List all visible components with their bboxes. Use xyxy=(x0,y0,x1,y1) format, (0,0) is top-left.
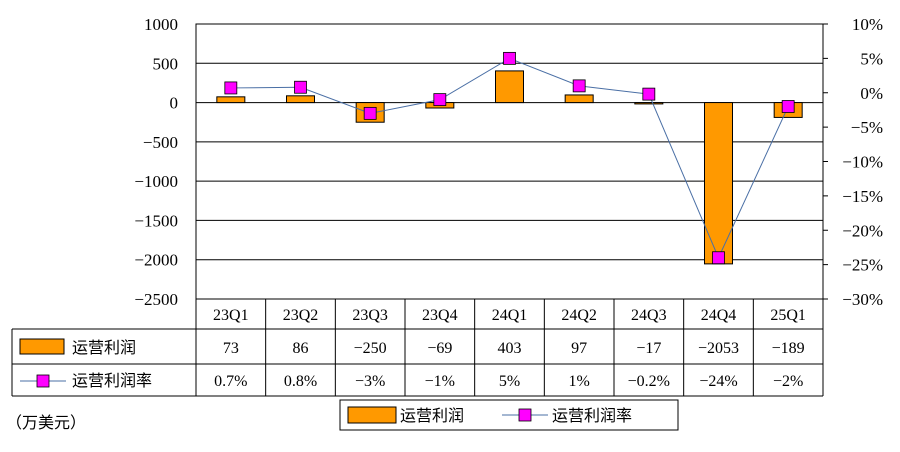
unit-note: （万美元） xyxy=(6,413,86,432)
y-left-tick-label: 500 xyxy=(153,54,179,73)
rate-value-label: 1% xyxy=(569,373,590,390)
line-marker xyxy=(642,87,656,101)
line-marker xyxy=(294,80,307,94)
legend-label: 运营利润 xyxy=(400,406,464,425)
category-label: 25Q1 xyxy=(770,307,806,324)
line-marker xyxy=(781,100,795,113)
bar-value-label: −17 xyxy=(636,340,661,357)
y-right-tick-label: −25% xyxy=(842,256,883,275)
line-marker xyxy=(363,106,377,120)
y-right-tick-label: −10% xyxy=(842,153,883,172)
line-marker xyxy=(503,51,516,65)
y-left-tick-label: −1000 xyxy=(134,172,178,191)
category-label: 24Q2 xyxy=(561,307,597,324)
y-left-tick-label: −2000 xyxy=(134,251,178,270)
y-left-tick-label: 0 xyxy=(170,94,179,113)
legend-label: 运营利润率 xyxy=(552,406,632,425)
rate-value-label: 0.8% xyxy=(284,373,317,390)
bar-value-label: 86 xyxy=(293,340,309,357)
y-left-tick-label: −500 xyxy=(143,133,178,152)
legend-key-bar xyxy=(347,406,397,424)
rate-value-label: −0.2% xyxy=(628,373,670,390)
line-marker xyxy=(572,79,586,93)
y-right-tick-label: −30% xyxy=(842,290,883,309)
y-right-tick-label: 0% xyxy=(860,84,883,103)
bar xyxy=(216,96,246,104)
y-left-tick-label: −2500 xyxy=(134,290,178,309)
data-table: 23Q1 73 0.7% 23Q2 86 0.8% 23Q3 −250 −3% 23Q4 −69 −1… xyxy=(11,299,824,397)
rate-value-label: 5% xyxy=(499,373,520,390)
y-right-tick-label: −15% xyxy=(842,187,883,206)
table-key-marker xyxy=(36,374,50,388)
bar xyxy=(564,94,594,104)
rate-value-label: −3% xyxy=(355,373,385,390)
bar-value-label: −69 xyxy=(427,340,452,357)
y-right-tick-label: −5% xyxy=(851,118,883,137)
y-right-tick-label: 5% xyxy=(860,49,883,68)
rate-value-label: −24% xyxy=(699,373,737,390)
bar-value-label: 73 xyxy=(223,340,239,357)
rate-value-label: −1% xyxy=(425,373,455,390)
category-label: 23Q2 xyxy=(283,307,319,324)
rate-value-label: 0.7% xyxy=(214,373,247,390)
axes: 1000 500 0 −500 −1000 −1500 −2000 −2500 10% 5% 0% −… xyxy=(134,15,883,309)
category-label: 24Q4 xyxy=(701,307,737,324)
bar-value-label: −2053 xyxy=(698,340,739,357)
bar xyxy=(634,102,664,105)
line-marker xyxy=(712,251,725,265)
category-label: 23Q1 xyxy=(213,307,249,324)
y-right-tick-label: −20% xyxy=(842,221,883,240)
bar-series xyxy=(216,70,803,265)
table-series-name: 运营利润率 xyxy=(72,371,152,390)
y-left-tick-label: −1500 xyxy=(134,211,178,230)
legend-key-marker xyxy=(518,408,532,422)
category-label: 23Q4 xyxy=(422,307,458,324)
table-key-bar xyxy=(19,338,65,355)
table-series-name: 运营利润 xyxy=(72,338,136,357)
bar xyxy=(286,95,315,104)
line-marker xyxy=(224,81,238,95)
line-marker xyxy=(433,93,447,107)
legend: 运营利润 运营利润率 xyxy=(339,399,679,431)
rate-value-label: −2% xyxy=(773,373,803,390)
category-label: 24Q3 xyxy=(631,307,667,324)
bar-value-label: −189 xyxy=(772,340,805,357)
bar-value-label: 403 xyxy=(498,340,522,357)
bar-value-label: 97 xyxy=(571,340,587,357)
bar xyxy=(704,102,733,265)
bar-value-label: −250 xyxy=(354,340,387,357)
bar xyxy=(495,70,524,104)
y-left-tick-label: 1000 xyxy=(144,15,178,34)
line-series xyxy=(224,51,795,265)
category-label: 24Q1 xyxy=(492,307,528,324)
y-right-tick-label: 10% xyxy=(852,15,883,34)
category-label: 23Q3 xyxy=(352,307,388,324)
